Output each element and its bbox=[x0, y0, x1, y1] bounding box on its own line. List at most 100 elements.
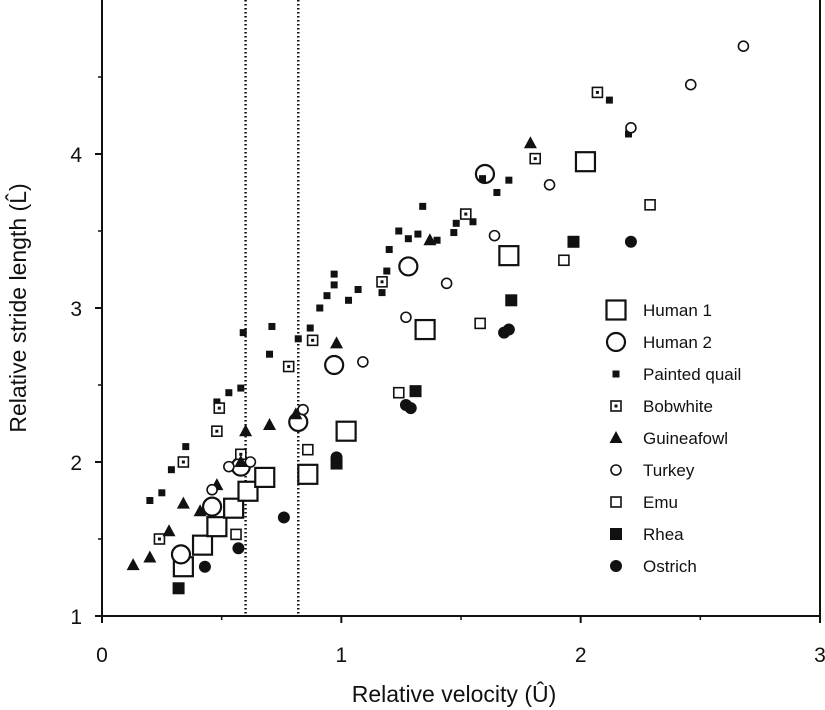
series-emu bbox=[230, 199, 656, 541]
point-human-1 bbox=[223, 497, 245, 519]
data-points bbox=[126, 40, 750, 595]
point-human-1 bbox=[414, 318, 436, 341]
point-painted-quail bbox=[306, 324, 314, 332]
legend: Human 1 Human 2 Painted quail Bobwhite Guine… bbox=[605, 299, 741, 576]
point-painted-quail bbox=[395, 227, 403, 235]
point-bobwhite bbox=[153, 533, 166, 545]
point-ostrich bbox=[502, 323, 515, 336]
point-bobwhite bbox=[211, 425, 223, 438]
point-painted-quail bbox=[404, 235, 412, 243]
point-painted-quail bbox=[268, 322, 276, 330]
legend-label: Guineafowl bbox=[643, 429, 728, 448]
point-emu bbox=[392, 386, 405, 399]
legend-label: Ostrich bbox=[643, 557, 697, 576]
series-rhea bbox=[172, 235, 580, 595]
y-tick-label: 2 bbox=[70, 452, 82, 475]
point-turkey bbox=[223, 460, 235, 473]
point-emu bbox=[644, 199, 656, 211]
point-human-1 bbox=[297, 463, 319, 485]
point-guineafowl bbox=[239, 424, 253, 437]
point-human-1 bbox=[254, 466, 276, 488]
point-bobwhite bbox=[376, 276, 388, 288]
series-human-1 bbox=[172, 151, 597, 578]
legend-label: Emu bbox=[643, 493, 678, 512]
legend-marker-human-2 bbox=[605, 331, 627, 353]
point-painted-quail bbox=[354, 286, 362, 294]
point-painted-quail bbox=[167, 466, 175, 474]
point-ostrich bbox=[404, 402, 417, 415]
point-guineafowl bbox=[143, 550, 157, 563]
point-turkey bbox=[297, 403, 309, 416]
y-tick-label: 3 bbox=[70, 298, 82, 321]
y-axis-label: Relative stride length (L̂) bbox=[4, 183, 31, 432]
point-bobwhite bbox=[177, 456, 190, 468]
point-painted-quail bbox=[469, 218, 477, 226]
point-human-1 bbox=[191, 534, 214, 556]
point-emu bbox=[558, 254, 570, 267]
legend-label: Human 2 bbox=[643, 333, 712, 352]
point-bobwhite bbox=[306, 334, 319, 347]
point-human-1 bbox=[498, 245, 520, 267]
point-human-1 bbox=[335, 420, 357, 442]
point-emu bbox=[230, 528, 242, 541]
point-painted-quail bbox=[316, 304, 324, 312]
point-guineafowl bbox=[263, 418, 277, 431]
legend-item-human-1: Human 1 bbox=[605, 299, 712, 321]
legend-marker-ostrich bbox=[610, 560, 622, 572]
legend-marker-rhea bbox=[610, 528, 622, 540]
x-tick-label: 0 bbox=[96, 644, 108, 667]
point-painted-quail bbox=[294, 335, 302, 343]
legend-label: Turkey bbox=[643, 461, 695, 480]
point-turkey bbox=[440, 277, 453, 290]
point-painted-quail bbox=[225, 389, 233, 397]
legend-marker-emu bbox=[610, 496, 622, 508]
point-guineafowl bbox=[234, 455, 248, 467]
point-guineafowl bbox=[162, 524, 176, 537]
series-human-2 bbox=[170, 163, 496, 565]
point-guineafowl bbox=[330, 336, 344, 349]
legend-marker-human-1 bbox=[605, 299, 627, 321]
legend-item-human-2: Human 2 bbox=[605, 331, 712, 353]
series-guineafowl bbox=[126, 136, 537, 571]
point-turkey bbox=[543, 179, 556, 191]
point-painted-quail bbox=[237, 384, 245, 392]
point-painted-quail bbox=[378, 289, 386, 297]
point-painted-quail bbox=[146, 497, 154, 504]
point-turkey bbox=[737, 40, 750, 53]
point-painted-quail bbox=[493, 189, 501, 196]
point-painted-quail bbox=[479, 175, 487, 183]
point-ostrich bbox=[232, 542, 245, 555]
point-painted-quail bbox=[605, 96, 613, 104]
point-ostrich bbox=[624, 235, 637, 248]
point-human-2 bbox=[324, 354, 345, 376]
point-painted-quail bbox=[452, 219, 460, 227]
point-bobwhite bbox=[213, 402, 226, 414]
point-painted-quail bbox=[419, 202, 427, 210]
y-tick-label: 4 bbox=[70, 144, 82, 167]
x-tick-label: 3 bbox=[814, 644, 825, 667]
point-painted-quail bbox=[383, 267, 391, 275]
x-tick-label: 1 bbox=[335, 644, 347, 667]
legend-label: Painted quail bbox=[643, 365, 741, 384]
point-turkey bbox=[488, 229, 501, 242]
legend-item-painted-quail: Painted quail bbox=[612, 365, 741, 384]
point-painted-quail bbox=[158, 489, 166, 497]
legend-marker-guineafowl bbox=[609, 431, 623, 443]
series-turkey bbox=[206, 40, 750, 496]
legend-item-bobwhite: Bobwhite bbox=[610, 397, 713, 416]
point-painted-quail bbox=[625, 130, 633, 138]
y-tick-label: 1 bbox=[70, 606, 82, 629]
legend-label: Human 1 bbox=[643, 301, 712, 320]
legend-marker-bobwhite bbox=[610, 400, 622, 412]
legend-marker-painted-quail bbox=[612, 370, 620, 378]
point-human-2 bbox=[201, 496, 223, 517]
point-turkey bbox=[684, 78, 697, 91]
series-painted-quail bbox=[146, 96, 633, 504]
point-painted-quail bbox=[505, 176, 513, 184]
point-painted-quail bbox=[345, 296, 353, 304]
legend-item-ostrich: Ostrich bbox=[610, 557, 697, 576]
point-rhea bbox=[172, 582, 185, 595]
point-human-1 bbox=[237, 480, 259, 502]
point-turkey bbox=[625, 122, 637, 134]
